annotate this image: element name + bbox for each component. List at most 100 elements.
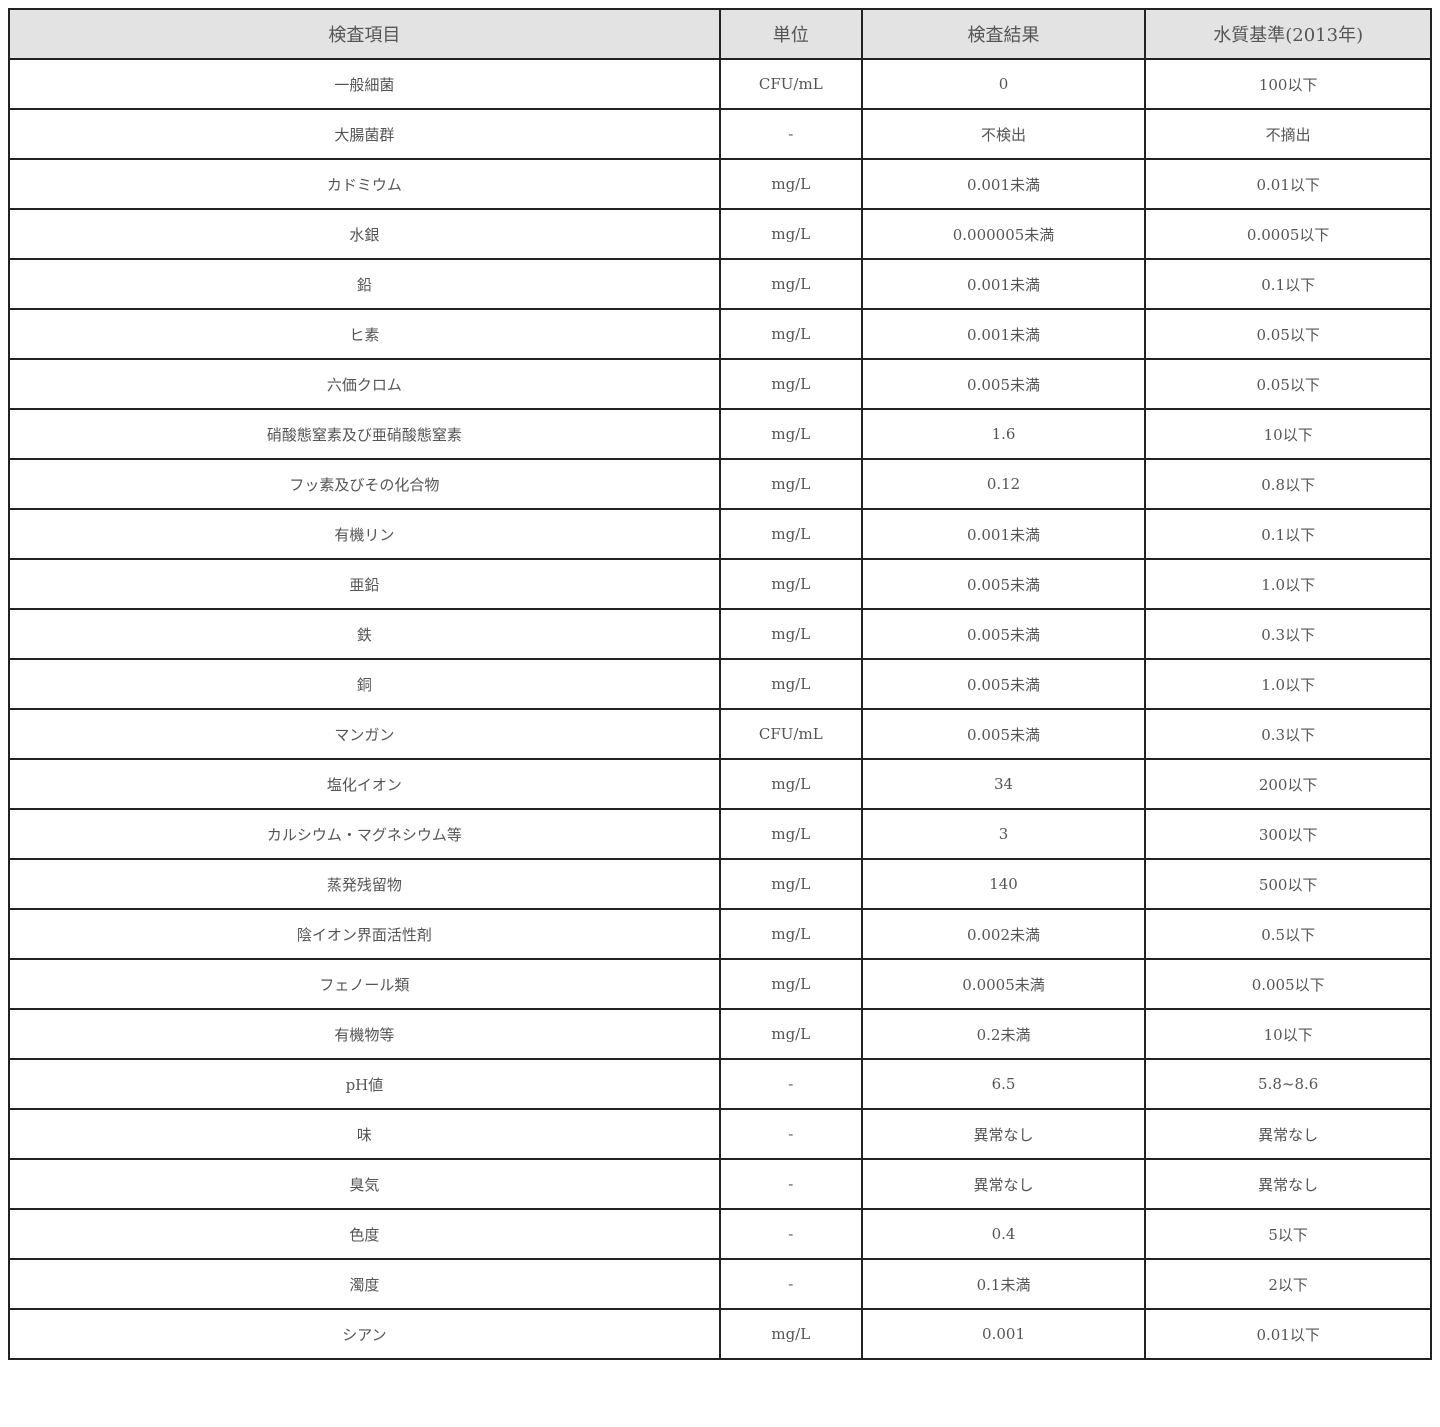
header-standard: 水質基準(2013年) <box>1144 8 1432 60</box>
table-row: シアン mg/L 0.001 0.01以下 <box>8 1308 1432 1360</box>
table-row: ヒ素 mg/L 0.001未満 0.05以下 <box>8 308 1432 360</box>
cell-result: 不検出 <box>860 108 1147 160</box>
table-row: マンガン CFU/mL 0.005未満 0.3以下 <box>8 708 1432 760</box>
cell-result: 異常なし <box>860 1108 1147 1160</box>
cell-item: 六価クロム <box>8 358 721 410</box>
cell-item: 臭気 <box>8 1158 721 1210</box>
cell-standard: 100以下 <box>1144 58 1432 110</box>
table-row: 鉛 mg/L 0.001未満 0.1以下 <box>8 258 1432 310</box>
cell-item: 銅 <box>8 658 721 710</box>
cell-item: カルシウム・マグネシウム等 <box>8 808 721 860</box>
table-row: 濁度 -0.1未満 2以下 <box>8 1258 1432 1310</box>
cell-result: 1.6 <box>860 408 1147 460</box>
cell-item: 有機リン <box>8 508 721 560</box>
cell-item: 陰イオン界面活性剤 <box>8 908 721 960</box>
cell-result: 0.005未満 <box>860 708 1147 760</box>
cell-standard: 0.1以下 <box>1144 508 1432 560</box>
cell-item: 蒸発残留物 <box>8 858 721 910</box>
cell-unit: mg/L <box>718 958 863 1010</box>
cell-standard: 異常なし <box>1144 1108 1432 1160</box>
cell-result: 0.001未満 <box>860 258 1147 310</box>
cell-standard: 0.3以下 <box>1144 608 1432 660</box>
cell-result: 0.2未満 <box>860 1008 1147 1060</box>
header-item: 検査項目 <box>8 8 721 60</box>
cell-unit: mg/L <box>718 608 863 660</box>
cell-standard: 0.01以下 <box>1144 1308 1432 1360</box>
cell-result: 0.001未満 <box>860 158 1147 210</box>
header-result: 検査結果 <box>860 8 1147 60</box>
table-row: 臭気 - 異常なし 異常なし <box>8 1158 1432 1210</box>
cell-unit: - <box>718 108 863 160</box>
cell-standard: 0.3以下 <box>1144 708 1432 760</box>
cell-result: 0.4 <box>860 1208 1147 1260</box>
table-row: 銅 mg/L 0.005未満 1.0以下 <box>8 658 1432 710</box>
table-row: フェノール類 mg/L 0.0005未満 0.005以下 <box>8 958 1432 1010</box>
cell-standard: 0.05以下 <box>1144 358 1432 410</box>
water-quality-table: 検査項目 単位 検査結果 水質基準(2013年) 一般細菌 CFU/mL 0 100以… <box>8 8 1432 1360</box>
cell-item: 味 <box>8 1108 721 1160</box>
cell-standard: 0.005以下 <box>1144 958 1432 1010</box>
cell-item: 鉄 <box>8 608 721 660</box>
cell-standard: 1.0以下 <box>1144 558 1432 610</box>
cell-standard: 0.8以下 <box>1144 458 1432 510</box>
table-row: 味 - 異常なし 異常なし <box>8 1108 1432 1160</box>
cell-item: 色度 <box>8 1208 721 1260</box>
cell-item: 大腸菌群 <box>8 108 721 160</box>
cell-unit: mg/L <box>718 358 863 410</box>
cell-result: 0.001未満 <box>860 308 1147 360</box>
cell-unit: mg/L <box>718 658 863 710</box>
cell-standard: 0.5以下 <box>1144 908 1432 960</box>
table-row: 一般細菌 CFU/mL 0 100以下 <box>8 58 1432 110</box>
cell-item: 一般細菌 <box>8 58 721 110</box>
cell-standard: 300以下 <box>1144 808 1432 860</box>
table-row: 大腸菌群 - 不検出 不摘出 <box>8 108 1432 160</box>
cell-standard: 200以下 <box>1144 758 1432 810</box>
cell-unit: - <box>718 1208 863 1260</box>
cell-unit: mg/L <box>718 808 863 860</box>
cell-unit: mg/L <box>718 408 863 460</box>
cell-unit: CFU/mL <box>718 708 863 760</box>
cell-item: 亜鉛 <box>8 558 721 610</box>
cell-item: 水銀 <box>8 208 721 260</box>
cell-result: 0.1未満 <box>860 1258 1147 1310</box>
cell-result: 0.12 <box>860 458 1147 510</box>
cell-unit: mg/L <box>718 858 863 910</box>
cell-item: ヒ素 <box>8 308 721 360</box>
cell-result: 0.0005未満 <box>860 958 1147 1010</box>
cell-unit: mg/L <box>718 1008 863 1060</box>
cell-unit: CFU/mL <box>718 58 863 110</box>
cell-standard: 0.05以下 <box>1144 308 1432 360</box>
table-row: 陰イオン界面活性剤 mg/L 0.002未満 0.5以下 <box>8 908 1432 960</box>
cell-item: 有機物等 <box>8 1008 721 1060</box>
cell-standard: 不摘出 <box>1144 108 1432 160</box>
cell-standard: 0.1以下 <box>1144 258 1432 310</box>
cell-item: pH値 <box>8 1058 721 1110</box>
cell-item: フェノール類 <box>8 958 721 1010</box>
cell-item: マンガン <box>8 708 721 760</box>
cell-item: 塩化イオン <box>8 758 721 810</box>
cell-unit: - <box>718 1158 863 1210</box>
table-row: 亜鉛 mg/L 0.005未満 1.0以下 <box>8 558 1432 610</box>
table-row: 鉄 mg/L 0.005未満 0.3以下 <box>8 608 1432 660</box>
cell-result: 異常なし <box>860 1158 1147 1210</box>
table-row: 塩化イオン mg/L 34 200以下 <box>8 758 1432 810</box>
cell-standard: 異常なし <box>1144 1158 1432 1210</box>
cell-unit: mg/L <box>718 558 863 610</box>
cell-unit: mg/L <box>718 158 863 210</box>
cell-item: フッ素及びその化合物 <box>8 458 721 510</box>
cell-standard: 5以下 <box>1144 1208 1432 1260</box>
cell-result: 0.005未満 <box>860 358 1147 410</box>
header-row: 検査項目 単位 検査結果 水質基準(2013年) <box>8 8 1432 60</box>
cell-result: 0.001未満 <box>860 508 1147 560</box>
cell-result: 6.5 <box>860 1058 1147 1110</box>
table-row: 色度 -0.4 5以下 <box>8 1208 1432 1260</box>
table-row: フッ素及びその化合物 mg/L 0.12 0.8以下 <box>8 458 1432 510</box>
cell-item: 濁度 <box>8 1258 721 1310</box>
cell-result: 140 <box>860 858 1147 910</box>
cell-standard: 2以下 <box>1144 1258 1432 1310</box>
table-row: 有機物等 mg/L 0.2未満 10以下 <box>8 1008 1432 1060</box>
table-row: pH値 -6.5 5.8~8.6 <box>8 1058 1432 1110</box>
cell-unit: - <box>718 1258 863 1310</box>
table-row: カルシウム・マグネシウム等 mg/L 3 300以下 <box>8 808 1432 860</box>
cell-standard: 5.8~8.6 <box>1144 1058 1432 1110</box>
